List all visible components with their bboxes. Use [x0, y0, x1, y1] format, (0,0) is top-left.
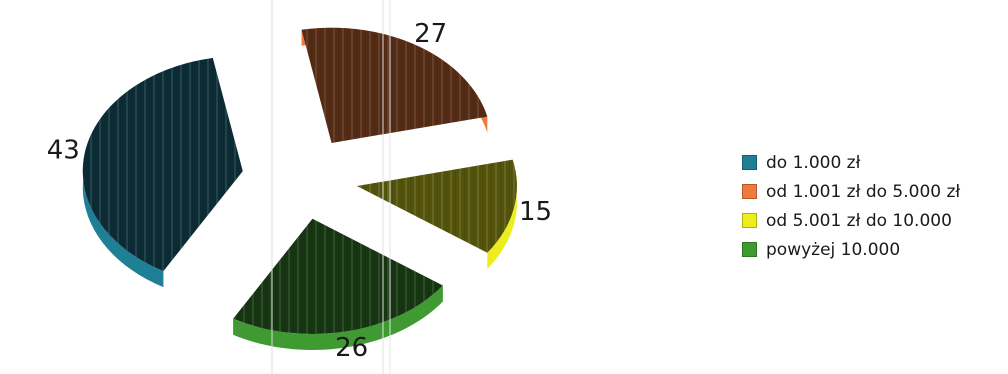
slices-group: [82, 27, 517, 350]
legend-item: od 1.001 zł do 5.000 zł: [742, 177, 960, 206]
legend-label: powyżej 10.000: [766, 239, 901, 260]
pie-slice-texture: [301, 27, 488, 143]
legend-item: do 1.000 zł: [742, 148, 960, 177]
legend-item: powyżej 10.000: [742, 235, 960, 264]
data-labels-group: 27 43 15 26: [47, 19, 552, 363]
legend-swatch: [742, 213, 757, 228]
legend-swatch: [742, 155, 757, 170]
legend-label: do 1.000 zł: [766, 152, 861, 173]
data-label: 26: [335, 333, 368, 363]
legend-item: od 5.001 zł do 10.000: [742, 206, 960, 235]
legend-label: od 5.001 zł do 10.000: [766, 210, 952, 231]
legend-label: od 1.001 zł do 5.000 zł: [766, 181, 961, 202]
data-label: 27: [414, 19, 447, 49]
legend-swatch: [742, 242, 757, 257]
legend: do 1.000 zł od 1.001 zł do 5.000 zł od 5…: [742, 148, 960, 264]
legend-swatch: [742, 184, 757, 199]
pie-slice-texture: [82, 57, 243, 272]
data-label: 43: [47, 136, 80, 166]
pie-slice-texture: [356, 159, 517, 253]
data-label: 15: [519, 197, 552, 227]
